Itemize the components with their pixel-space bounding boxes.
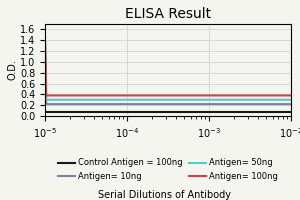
Antigen= 50ng: [224, 99, 227, 101]
Control Antigen = 100ng: [224, 111, 227, 113]
Control Antigen = 100ng: [244, 111, 247, 113]
Title: ELISA Result: ELISA Result: [125, 7, 211, 21]
Antigen= 100ng: [279, 94, 283, 97]
Antigen= 50ng: [56, 99, 59, 101]
Antigen= 100ng: [224, 94, 227, 97]
Antigen= 10ng: [279, 103, 283, 105]
Antigen= 100ng: [56, 94, 59, 97]
Antigen= 50ng: [279, 99, 283, 101]
Antigen= 50ng: [244, 99, 247, 101]
Antigen= 100ng: [43, 36, 47, 39]
Control Antigen = 100ng: [289, 111, 293, 113]
Legend: Control Antigen = 100ng, Antigen= 10ng, Antigen= 50ng, Antigen= 100ng: Control Antigen = 100ng, Antigen= 10ng, …: [55, 155, 281, 184]
Antigen= 100ng: [289, 94, 293, 97]
Control Antigen = 100ng: [64, 111, 68, 113]
Antigen= 100ng: [64, 94, 68, 97]
Antigen= 50ng: [289, 99, 293, 101]
Antigen= 100ng: [274, 94, 278, 97]
Line: Antigen= 100ng: Antigen= 100ng: [45, 38, 291, 95]
Control Antigen = 100ng: [279, 111, 283, 113]
Antigen= 10ng: [289, 103, 293, 105]
Antigen= 10ng: [43, 44, 47, 47]
Control Antigen = 100ng: [274, 111, 278, 113]
Control Antigen = 100ng: [43, 111, 47, 113]
Antigen= 10ng: [64, 103, 68, 105]
Line: Antigen= 10ng: Antigen= 10ng: [45, 46, 291, 104]
Antigen= 50ng: [64, 99, 68, 101]
Control Antigen = 100ng: [56, 111, 59, 113]
Text: Serial Dilutions of Antibody: Serial Dilutions of Antibody: [98, 190, 232, 200]
Antigen= 50ng: [274, 99, 278, 101]
Antigen= 10ng: [244, 103, 247, 105]
Antigen= 10ng: [274, 103, 278, 105]
Antigen= 10ng: [56, 103, 59, 105]
Y-axis label: O.D.: O.D.: [7, 60, 17, 80]
Antigen= 50ng: [43, 39, 47, 41]
Antigen= 100ng: [244, 94, 247, 97]
Line: Antigen= 50ng: Antigen= 50ng: [45, 40, 291, 100]
Antigen= 10ng: [224, 103, 227, 105]
